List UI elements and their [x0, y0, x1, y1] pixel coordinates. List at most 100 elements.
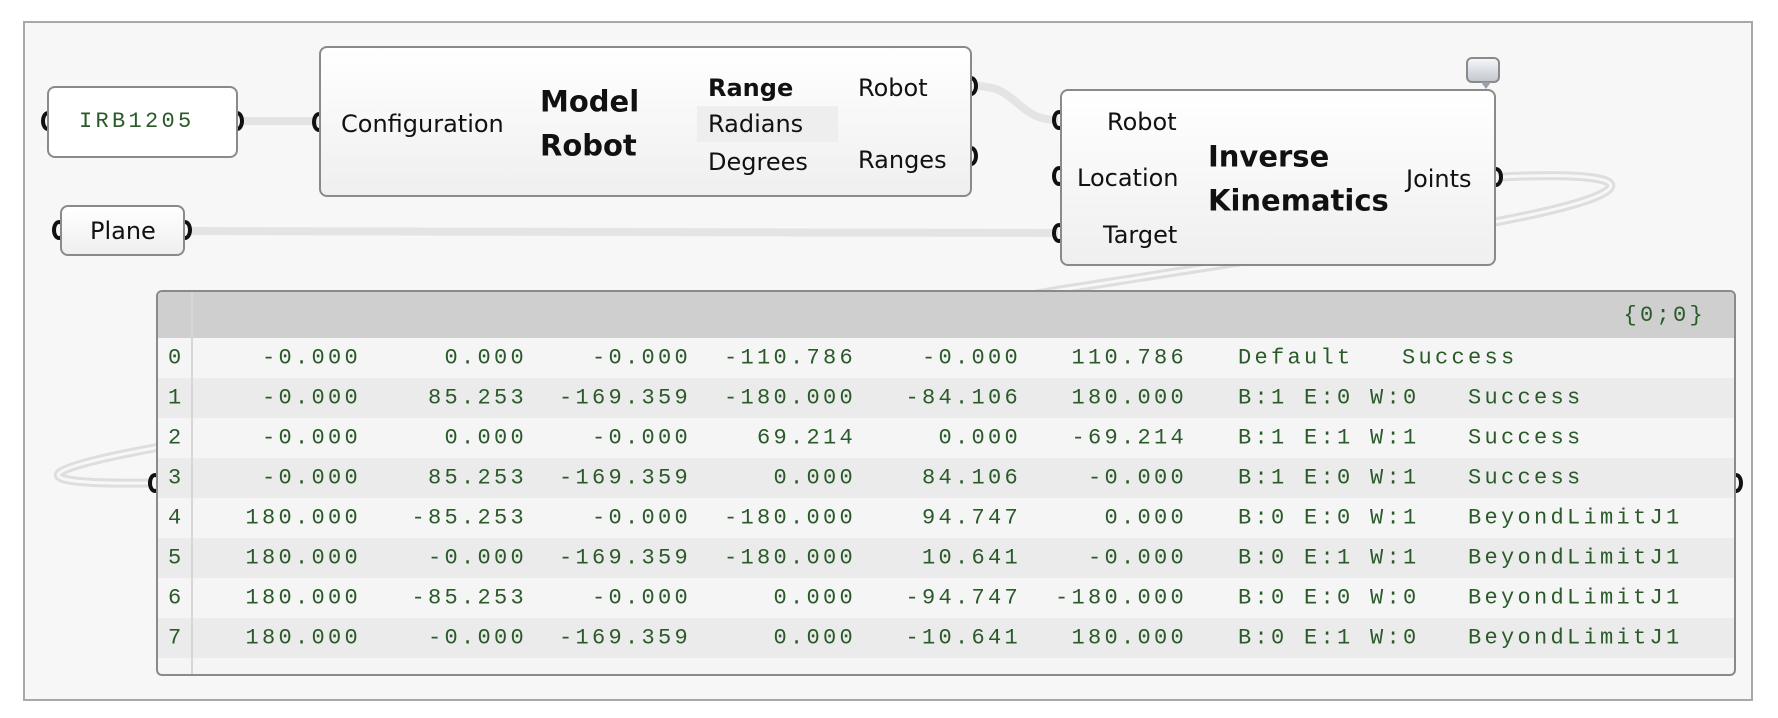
joint-value-4: -180.000: [723, 505, 856, 531]
joint-value-3: -169.359: [558, 465, 691, 491]
configuration-input-label: Configuration: [341, 110, 504, 138]
table-row: 0 -0.000 0.000 -0.000 -110.786 -0.000 110.786 D…: [158, 338, 1734, 378]
inverse-kinematics-node[interactable]: Robot Location Target Inverse Kinematics…: [1060, 89, 1496, 266]
ranges-output-label: Ranges: [858, 146, 947, 174]
joint-value-4: -180.000: [723, 385, 856, 411]
row-index: 4: [168, 505, 185, 531]
row-index: 1: [168, 385, 185, 411]
table-row: 6 180.000 -85.253 -0.000 0.000 -94.747 -180.00…: [158, 578, 1734, 618]
row-index: 2: [168, 425, 185, 451]
joint-value-5: -0.000: [921, 345, 1021, 371]
irb-value: IRB1205: [79, 109, 195, 134]
row-status: BeyondLimitJ1: [1468, 625, 1683, 651]
joint-value-4: 0.000: [773, 465, 856, 491]
row-config: B:1 E:0 W:1: [1238, 465, 1420, 491]
row-config: B:0 E:1 W:1: [1238, 545, 1420, 571]
table-row: 3 -0.000 85.253 -169.359 0.000 84.106 -0.000 B:…: [158, 458, 1734, 498]
joint-value-5: -84.106: [905, 385, 1021, 411]
joint-value-1: 180.000: [245, 505, 361, 531]
joint-value-6: 0.000: [1104, 505, 1187, 531]
joint-value-1: -0.000: [261, 425, 361, 451]
joint-value-2: 0.000: [444, 425, 527, 451]
ik-title-2: Kinematics: [1208, 183, 1389, 218]
joint-value-6: -0.000: [1087, 545, 1187, 571]
robot-input-label: Robot: [1107, 108, 1177, 136]
joint-value-1: 180.000: [245, 625, 361, 651]
joint-value-3: -0.000: [591, 585, 691, 611]
wire-robot-to-ik: [974, 82, 1059, 124]
joint-value-6: -180.000: [1054, 585, 1187, 611]
row-status: Success: [1468, 425, 1584, 451]
joint-value-3: -0.000: [591, 505, 691, 531]
joint-value-2: 85.253: [427, 465, 527, 491]
row-status: BeyondLimitJ1: [1468, 585, 1683, 611]
joint-value-5: 0.000: [938, 425, 1021, 451]
row-status: BeyondLimitJ1: [1468, 545, 1683, 571]
joint-value-4: 69.214: [756, 425, 856, 451]
model-robot-title-2: Robot: [540, 128, 637, 163]
index-divider: [191, 292, 193, 674]
joint-value-4: 0.000: [773, 585, 856, 611]
joint-value-1: -0.000: [261, 465, 361, 491]
model-robot-node[interactable]: Configuration Model Robot Range Radians …: [319, 46, 972, 197]
row-status: Success: [1468, 465, 1584, 491]
joint-value-1: 180.000: [245, 585, 361, 611]
joint-value-4: -110.786: [723, 345, 856, 371]
joint-value-3: -0.000: [591, 345, 691, 371]
joint-value-5: 94.747: [921, 505, 1021, 531]
joint-value-6: 180.000: [1071, 385, 1187, 411]
joint-value-4: -180.000: [723, 545, 856, 571]
joint-value-6: -69.214: [1071, 425, 1187, 451]
ik-title-1: Inverse: [1208, 139, 1330, 174]
row-index: 6: [168, 585, 185, 611]
joint-value-2: 85.253: [427, 385, 527, 411]
joint-value-2: -0.000: [427, 545, 527, 571]
row-status: Success: [1468, 385, 1584, 411]
joint-value-2: 0.000: [444, 345, 527, 371]
robot-output-label: Robot: [858, 74, 928, 102]
row-index: 5: [168, 545, 185, 571]
wire-plane-to-target: [187, 227, 1059, 237]
model-robot-title-1: Model: [540, 84, 640, 119]
table-row: 2 -0.000 0.000 -0.000 69.214 0.000 -69.214 B:1 …: [158, 418, 1734, 458]
row-config: Default: [1238, 345, 1354, 371]
table-row: 4 180.000 -85.253 -0.000 -180.000 94.747 0.000…: [158, 498, 1734, 538]
joint-value-2: -85.253: [411, 585, 527, 611]
output-panel[interactable]: {0;0} 0 -0.000 0.000 -0.000 -110.786 -0.000 11…: [156, 290, 1736, 676]
joint-value-5: 10.641: [921, 545, 1021, 571]
row-config: B:0 E:0 W:1: [1238, 505, 1420, 531]
row-config: B:1 E:1 W:1: [1238, 425, 1420, 451]
plane-label: Plane: [90, 217, 156, 245]
table-row: 1 -0.000 85.253 -169.359 -180.000 -84.106 180.…: [158, 378, 1734, 418]
joint-value-4: 0.000: [773, 625, 856, 651]
joint-value-6: 180.000: [1071, 625, 1187, 651]
range-option-radians[interactable]: Radians: [708, 110, 804, 138]
row-index: 3: [168, 465, 185, 491]
range-header: Range: [708, 74, 794, 102]
irb-value-node[interactable]: IRB1205: [47, 86, 238, 158]
joint-value-1: 180.000: [245, 545, 361, 571]
row-config: B:0 E:0 W:0: [1238, 585, 1420, 611]
joint-value-3: -0.000: [591, 425, 691, 451]
panel-path: {0;0}: [1623, 303, 1706, 328]
row-config: B:1 E:0 W:0: [1238, 385, 1420, 411]
row-status: Success: [1402, 345, 1518, 371]
joint-value-5: -94.747: [905, 585, 1021, 611]
speech-balloon-icon[interactable]: [1466, 57, 1500, 89]
joint-value-1: -0.000: [261, 385, 361, 411]
row-index: 7: [168, 625, 185, 651]
plane-node[interactable]: Plane: [60, 205, 185, 256]
joint-value-3: -169.359: [558, 385, 691, 411]
radians-option-highlight[interactable]: [697, 106, 838, 142]
joint-value-2: -0.000: [427, 625, 527, 651]
location-input-label: Location: [1077, 164, 1179, 192]
joint-value-2: -85.253: [411, 505, 527, 531]
joint-value-6: -0.000: [1087, 465, 1187, 491]
joint-value-5: -10.641: [905, 625, 1021, 651]
joint-value-5: 84.106: [921, 465, 1021, 491]
row-config: B:0 E:1 W:0: [1238, 625, 1420, 651]
row-status: BeyondLimitJ1: [1468, 505, 1683, 531]
range-option-degrees[interactable]: Degrees: [708, 148, 808, 176]
joint-value-6: 110.786: [1071, 345, 1187, 371]
table-row: 5 180.000 -0.000 -169.359 -180.000 10.641 -0.0…: [158, 538, 1734, 578]
